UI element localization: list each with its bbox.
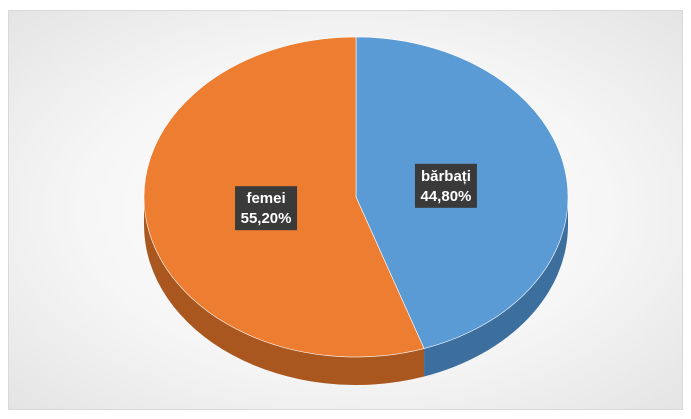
pie-chart: bărbați 44,80% femei 55,20%	[143, 36, 569, 386]
data-label-value: 55,20%	[241, 210, 292, 227]
data-label-category: femei	[246, 190, 285, 207]
data-label-femei: femei 55,20%	[235, 186, 298, 231]
data-label-box	[235, 186, 298, 231]
pie-side-barbati	[424, 197, 568, 377]
pie-side-femei	[144, 197, 425, 386]
chart-area: bărbați 44,80% femei 55,20%	[8, 10, 683, 410]
data-label-category: bărbați	[421, 168, 471, 185]
data-label-barbati: bărbați 44,80%	[414, 163, 477, 208]
data-label-value: 44,80%	[421, 188, 472, 205]
data-label-box	[414, 163, 477, 208]
